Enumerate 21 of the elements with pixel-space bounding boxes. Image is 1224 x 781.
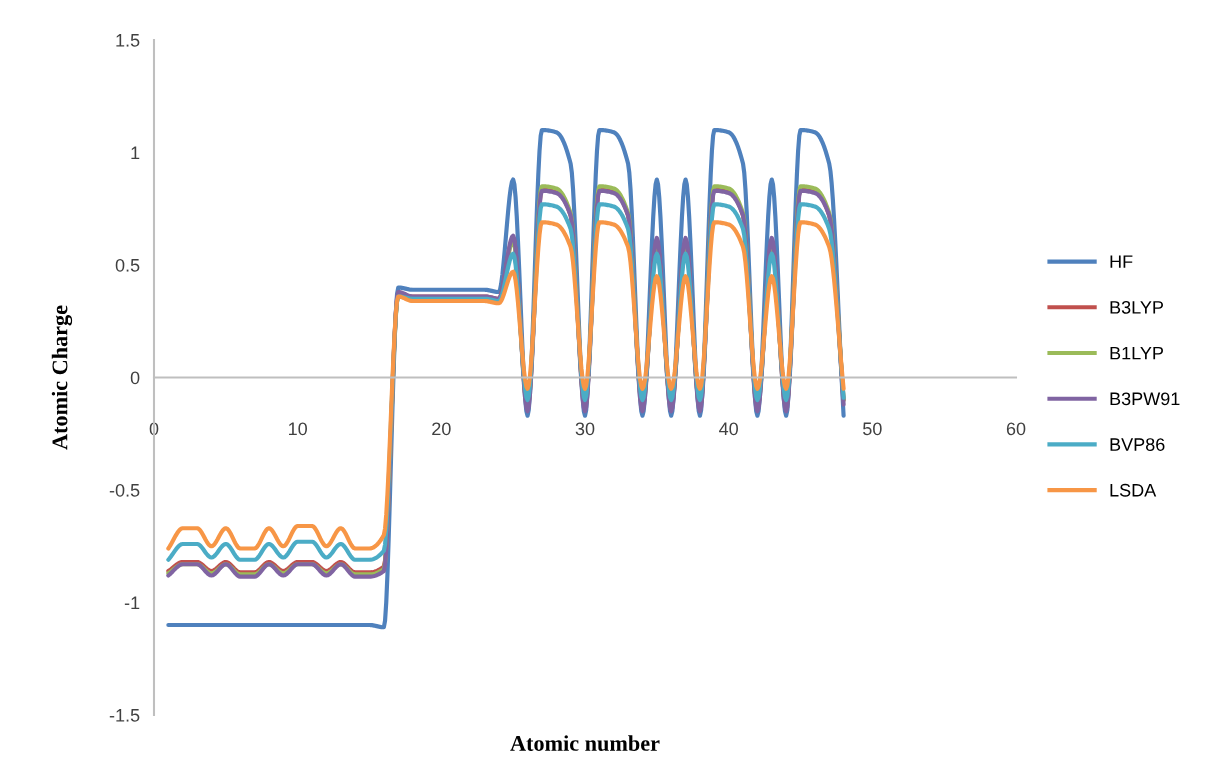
x-tick-label: 10 <box>289 422 307 436</box>
x-axis-title: Atomic number <box>510 735 660 751</box>
legend-label: B3LYP <box>1110 300 1163 314</box>
x-tick-label: 20 <box>432 422 451 436</box>
y-axis-title: Atomic Charge <box>51 305 73 450</box>
y-tick-label: 1.5 <box>116 34 140 47</box>
y-tick-label: 0.5 <box>115 258 140 272</box>
x-tick-label: 50 <box>863 422 882 436</box>
y-tick-label: -0.5 <box>109 483 140 497</box>
legend-label: B1LYP <box>1110 346 1163 360</box>
legend-label: BVP86 <box>1110 438 1165 451</box>
legend-label: HF <box>1110 255 1133 268</box>
y-tick-label: -1 <box>124 596 140 610</box>
x-tick-label: 40 <box>719 422 738 436</box>
y-tick-label: 0 <box>130 371 140 385</box>
legend-label: B3PW91 <box>1110 392 1180 406</box>
y-tick-label: 1 <box>131 146 140 160</box>
y-tick-label: -1.5 <box>109 709 140 722</box>
x-tick-label: 30 <box>575 422 595 436</box>
x-tick-label: 60 <box>1006 422 1026 436</box>
legend-label: LSDA <box>1110 483 1157 497</box>
